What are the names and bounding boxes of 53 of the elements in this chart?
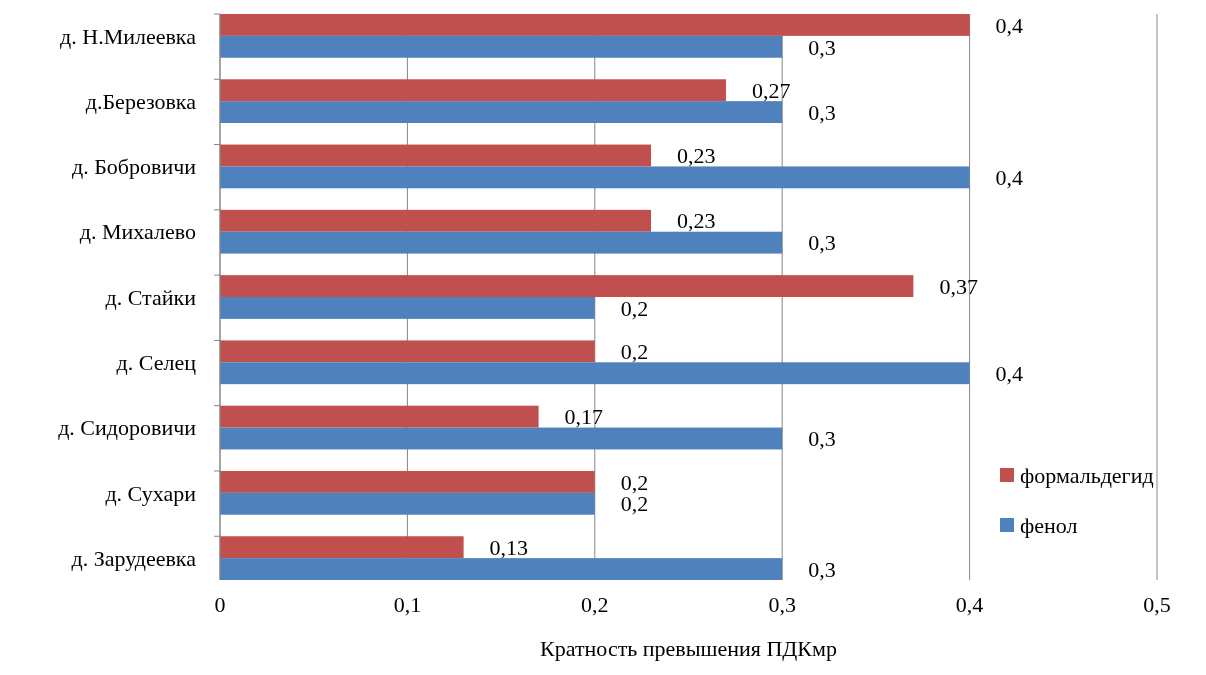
x-tick-label: 0,2 (581, 592, 609, 617)
bar (220, 340, 595, 363)
bar (220, 166, 970, 189)
bar (220, 427, 783, 450)
y-tick-label: д. Сухари (105, 480, 197, 506)
y-tick-label: д. Селец (116, 349, 197, 375)
data-label: 0,3 (808, 99, 836, 125)
data-label: 0,4 (995, 360, 1024, 386)
y-tick-label: д. Зарудеевка (71, 545, 197, 571)
y-tick-label: д. Бобровичи (71, 154, 197, 180)
bar (220, 536, 464, 559)
data-label: 0,2 (620, 295, 649, 321)
x-tick-label: 0 (214, 592, 226, 617)
data-label: 0,23 (677, 143, 716, 169)
data-label: 0,3 (808, 426, 836, 452)
data-label: 0,3 (808, 230, 836, 256)
data-label: 0,2 (620, 469, 649, 495)
data-label: 0,17 (564, 404, 604, 430)
bar (220, 79, 726, 102)
bar (220, 209, 652, 232)
y-tick-label: д.Березовка (85, 88, 197, 114)
bar (220, 35, 783, 58)
legend-label: формальдегид (1020, 462, 1154, 488)
legend-label: фенол (1020, 512, 1078, 538)
bar (220, 362, 970, 385)
bar (220, 101, 783, 124)
bar (220, 231, 783, 254)
y-tick-label: д. Н.Милеевка (60, 23, 197, 49)
x-tick-label: 0,1 (393, 592, 422, 617)
bar (220, 144, 652, 167)
data-label: 0,13 (489, 534, 529, 560)
bar (220, 14, 970, 36)
data-label: 0,4 (995, 165, 1024, 191)
x-axis-title: Кратность превышения ПДКмр (540, 636, 837, 661)
y-tick-label: д. Сидоровичи (58, 415, 197, 441)
data-label: 0,4 (995, 12, 1024, 38)
x-tick-label: 0,5 (1143, 592, 1171, 617)
data-label: 0,3 (808, 556, 836, 582)
data-label: 0,23 (677, 208, 716, 234)
bar (220, 275, 914, 297)
y-tick-label: д. Михалево (79, 219, 196, 245)
bar (220, 297, 595, 319)
bar (220, 492, 595, 515)
data-label: 0,3 (808, 34, 836, 60)
data-label: 0,2 (620, 339, 649, 365)
data-label: 0,27 (751, 77, 791, 103)
y-tick-label: д. Стайки (105, 284, 197, 310)
bar (220, 470, 595, 493)
bar (220, 405, 539, 428)
x-tick-label: 0,4 (955, 592, 984, 617)
data-label: 0,37 (939, 273, 978, 299)
bar (220, 558, 783, 580)
x-tick-label: 0,3 (768, 592, 796, 617)
